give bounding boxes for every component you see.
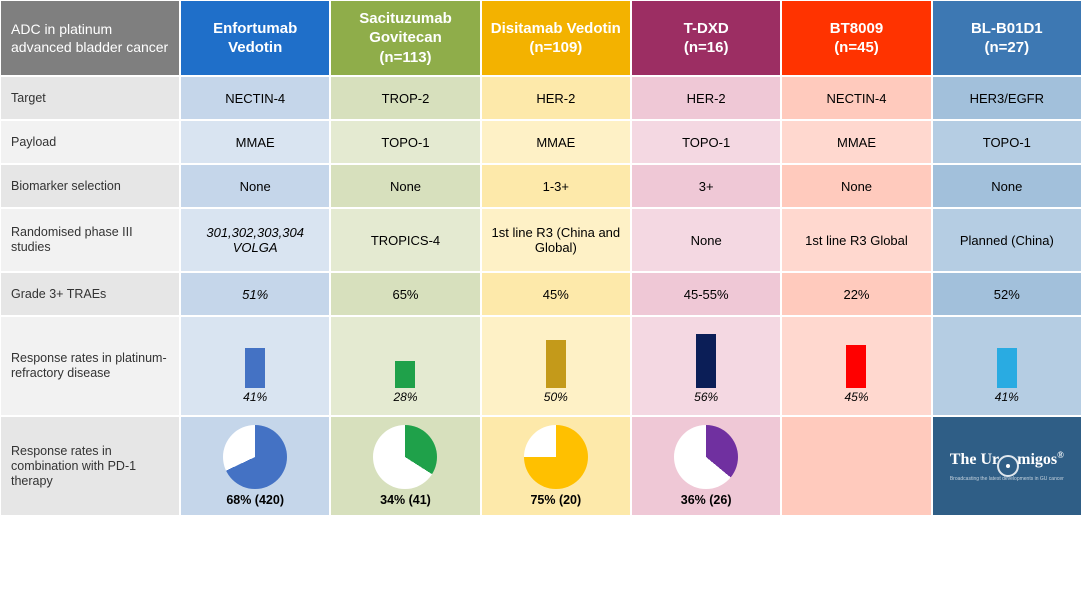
row-label: Biomarker selection xyxy=(0,164,180,208)
pie xyxy=(674,425,738,489)
data-cell: NECTIN-4 xyxy=(781,76,931,120)
data-cell: HER-2 xyxy=(631,76,781,120)
row-label: Payload xyxy=(0,120,180,164)
data-cell: TOPO-1 xyxy=(330,120,480,164)
bar xyxy=(395,361,415,388)
data-cell: None xyxy=(781,164,931,208)
data-cell: HER-2 xyxy=(481,76,631,120)
data-cell: None xyxy=(932,164,1082,208)
column-header: Sacituzumab Govitecan(n=113) xyxy=(330,0,480,76)
bar-chart-cell: 50% xyxy=(481,316,631,416)
data-cell: 22% xyxy=(781,272,931,316)
data-cell: TOPO-1 xyxy=(932,120,1082,164)
logo-subtitle: Broadcasting the latest developments in … xyxy=(950,477,1064,482)
pie-label: 68% (420) xyxy=(226,493,284,507)
logo-ring-icon xyxy=(997,455,1019,477)
logo-cell: The Urmigos® Broadcasting the latest deve… xyxy=(932,416,1082,516)
pie xyxy=(524,425,588,489)
bar-label: 45% xyxy=(844,390,868,404)
data-cell: HER3/EGFR xyxy=(932,76,1082,120)
pie-label: 34% (41) xyxy=(380,493,431,507)
bar-wrap xyxy=(696,328,716,388)
data-cell: None xyxy=(631,208,781,272)
pie-label: 36% (26) xyxy=(681,493,732,507)
data-cell: TROPICS-4 xyxy=(330,208,480,272)
row-label: Response rates in platinum-refractory di… xyxy=(0,316,180,416)
bar-label: 28% xyxy=(393,390,417,404)
data-cell: 65% xyxy=(330,272,480,316)
bar-wrap xyxy=(245,328,265,388)
bar-wrap xyxy=(997,328,1017,388)
data-cell: None xyxy=(330,164,480,208)
data-cell: 3+ xyxy=(631,164,781,208)
row-label: Randomised phase III studies xyxy=(0,208,180,272)
column-header: Disitamab Vedotin(n=109) xyxy=(481,0,631,76)
data-cell: 45% xyxy=(481,272,631,316)
data-cell: TOPO-1 xyxy=(631,120,781,164)
bar xyxy=(245,348,265,388)
table-title: ADC in platinum advanced bladder cancer xyxy=(0,0,180,76)
bar-label: 56% xyxy=(694,390,718,404)
bar-label: 41% xyxy=(995,390,1019,404)
column-header: BL-B01D1(n=27) xyxy=(932,0,1082,76)
row-label: Response rates in combination with PD-1 … xyxy=(0,416,180,516)
data-cell: TROP-2 xyxy=(330,76,480,120)
bar xyxy=(696,334,716,388)
bar-wrap xyxy=(395,328,415,388)
data-cell: 45-55% xyxy=(631,272,781,316)
pie-label: 75% (20) xyxy=(530,493,581,507)
bar-chart-cell: 56% xyxy=(631,316,781,416)
pie xyxy=(223,425,287,489)
bar-chart-cell: 41% xyxy=(932,316,1082,416)
pie xyxy=(373,425,437,489)
bar xyxy=(846,345,866,389)
row-label: Target xyxy=(0,76,180,120)
data-cell: MMAE xyxy=(180,120,330,164)
row-label: Grade 3+ TRAEs xyxy=(0,272,180,316)
data-cell: 1st line R3 (China and Global) xyxy=(481,208,631,272)
column-header: BT8009(n=45) xyxy=(781,0,931,76)
data-cell: NECTIN-4 xyxy=(180,76,330,120)
data-cell: MMAE xyxy=(781,120,931,164)
pie-chart-cell: 36% (26) xyxy=(631,416,781,516)
bar-chart-cell: 45% xyxy=(781,316,931,416)
pie-chart-cell xyxy=(781,416,931,516)
pie-chart-cell: 34% (41) xyxy=(330,416,480,516)
data-cell: Planned (China) xyxy=(932,208,1082,272)
bar-label: 50% xyxy=(544,390,568,404)
bar-label: 41% xyxy=(243,390,267,404)
bar-wrap xyxy=(846,328,866,388)
logo-text: The Urmigos® xyxy=(950,451,1064,473)
data-cell: 52% xyxy=(932,272,1082,316)
bar-chart-cell: 41% xyxy=(180,316,330,416)
data-cell: None xyxy=(180,164,330,208)
data-cell: 51% xyxy=(180,272,330,316)
bar xyxy=(997,348,1017,388)
pie-chart-cell: 75% (20) xyxy=(481,416,631,516)
data-cell: 1-3+ xyxy=(481,164,631,208)
bar-chart-cell: 28% xyxy=(330,316,480,416)
bar-wrap xyxy=(546,328,566,388)
bar xyxy=(546,340,566,388)
data-cell: 1st line R3 Global xyxy=(781,208,931,272)
column-header: Enfortumab Vedotin xyxy=(180,0,330,76)
data-cell: MMAE xyxy=(481,120,631,164)
data-cell: 301,302,303,304 VOLGA xyxy=(180,208,330,272)
pie-chart-cell: 68% (420) xyxy=(180,416,330,516)
comparison-table: ADC in platinum advanced bladder cancerE… xyxy=(0,0,1082,516)
column-header: T-DXD(n=16) xyxy=(631,0,781,76)
